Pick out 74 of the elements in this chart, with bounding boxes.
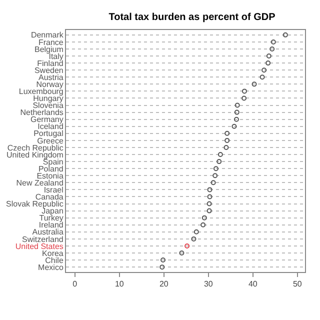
x-tick-label: 50	[292, 280, 302, 289]
point	[207, 187, 212, 192]
y-tick-label: Czech Republic	[7, 143, 64, 152]
point	[191, 236, 196, 242]
y-tick-label: Mexico	[38, 262, 64, 272]
y-tick-label: Luxembourg	[18, 87, 64, 96]
point	[194, 229, 199, 234]
y-tick-label: United States	[15, 242, 64, 251]
point	[216, 159, 222, 164]
point	[184, 243, 190, 248]
point	[224, 138, 230, 143]
y-tick-label: United Kingdom	[6, 150, 64, 160]
y-tick-label: Chile	[45, 256, 64, 265]
point	[270, 46, 275, 52]
y-tick-label: Australia	[32, 228, 64, 237]
point	[270, 39, 276, 44]
x-tick-label: 30	[204, 280, 214, 289]
y-tick-label: Belgium	[34, 44, 64, 54]
point	[160, 264, 165, 270]
point	[252, 82, 257, 87]
point	[200, 222, 206, 228]
x-tick-label: 20	[159, 280, 169, 289]
y-tick-label: Poland	[38, 164, 64, 174]
y-tick-label: Slovenia	[32, 101, 64, 110]
y-tick-label: Greece	[37, 136, 64, 146]
point	[242, 96, 247, 101]
point	[234, 116, 239, 122]
y-tick-label: New Zealand	[16, 178, 64, 188]
x-tick-label: 10	[114, 280, 124, 289]
point	[179, 250, 184, 256]
point	[262, 68, 267, 73]
point	[160, 258, 166, 263]
point	[224, 130, 230, 136]
y-tick-label: Canada	[35, 192, 64, 202]
y-tick-label: Switzerland	[22, 234, 64, 244]
y-tick-label: Portugal	[34, 129, 64, 138]
x-tick-label: 40	[248, 280, 258, 289]
y-tick-label: Denmark	[30, 30, 64, 40]
y-tick-label: Austria	[38, 72, 64, 82]
y-tick-label: Spain	[42, 157, 64, 166]
y-tick-label: Germany	[30, 115, 64, 124]
y-tick-label: Estonia	[36, 171, 64, 180]
point	[206, 208, 212, 214]
y-tick-label: Netherlands	[20, 108, 64, 118]
y-tick-label: Israel	[44, 185, 64, 194]
point	[202, 215, 207, 220]
y-tick-label: Slovak Republic	[6, 200, 64, 209]
point	[210, 180, 216, 186]
point	[260, 74, 265, 80]
y-tick-label: Japan	[42, 206, 64, 216]
y-tick-label: Hungary	[33, 94, 64, 104]
point	[224, 144, 229, 150]
point	[266, 54, 272, 59]
point	[234, 102, 240, 108]
point	[207, 194, 212, 200]
y-tick-label: Korea	[42, 248, 64, 258]
point	[213, 166, 218, 172]
point	[242, 88, 247, 94]
chart-title: Total tax burden as percent of GDP	[108, 12, 276, 23]
y-tick-label: Sweden	[34, 66, 64, 75]
point	[232, 124, 237, 129]
point	[266, 60, 271, 66]
point	[218, 152, 223, 158]
y-tick-label: Turkey	[39, 214, 64, 223]
y-tick-label: France	[38, 38, 64, 47]
y-tick-label: Norway	[36, 80, 64, 89]
y-tick-label: Finland	[37, 58, 64, 68]
point	[206, 201, 212, 206]
y-tick-label: Ireland	[38, 220, 64, 230]
x-tick-label: 0	[72, 280, 78, 289]
y-tick-label: Iceland	[38, 122, 64, 132]
point	[234, 110, 240, 115]
point	[212, 173, 218, 178]
point	[282, 32, 288, 38]
